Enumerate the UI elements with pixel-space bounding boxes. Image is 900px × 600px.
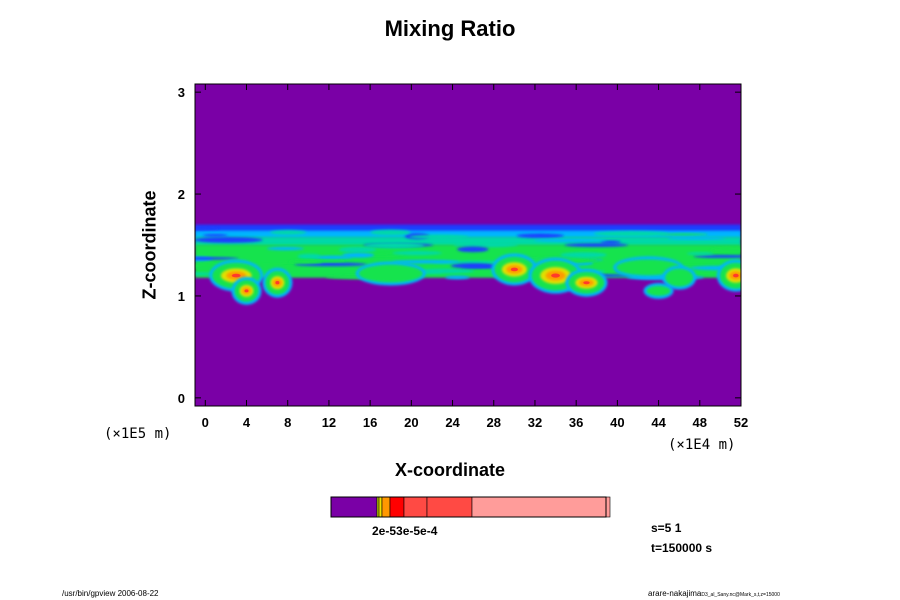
chart-title: Mixing Ratio [384,16,516,41]
x-tick-label: 16 [363,415,377,430]
footer-left: /usr/bin/gpview 2006-08-22 [62,589,159,598]
x-tick-label: 32 [528,415,542,430]
layer-streak [450,263,493,269]
plot-frame [194,83,742,407]
layer-streak [600,240,621,244]
lobe-core-max [551,273,560,278]
x-tick-label: 48 [693,415,707,430]
colorbar-segment [403,496,428,518]
x-tick-label: 40 [610,415,624,430]
x-ticks: 0 4 8 12 16 20 24 28 32 36 40 44 48 52 [202,84,748,430]
footer-right: arare-nakajimaD3_al_Sany.nc@Mark_s,t,z=1… [648,589,780,598]
layer-streak [392,259,459,264]
lobe [665,268,694,287]
colorbar-segment [378,496,383,518]
lobe-core-max [275,281,280,285]
colorbar-frame [330,496,607,518]
layer-streak [686,252,715,256]
y-ticks: 0 1 2 3 [178,85,741,406]
layer-streak [564,243,629,247]
lobe-core-max [244,289,249,293]
mixing-ratio-field [195,224,741,305]
layer-streak [593,231,669,237]
layer-streak [409,234,469,239]
layer-streak [560,252,607,258]
y-tick-label: 0 [178,391,185,406]
x-tick-label: 24 [445,415,460,430]
y-tick-label: 2 [178,187,185,202]
layer-streak [364,242,425,249]
layer-streak [195,227,220,231]
x-tick-label: 12 [322,415,336,430]
x-tick-label: 20 [404,415,418,430]
colorbar-labels: 2e-53e-5e-4 [372,524,438,538]
layer-streak [533,238,607,242]
layer-streak [392,250,443,256]
layer-streak [667,237,726,240]
lobe-core-max [231,273,241,278]
layer-streak [297,253,321,259]
colorbar-segment [381,496,391,518]
layer-streak [709,247,741,254]
layer-streak [658,233,708,236]
x-tick-label: 52 [734,415,748,430]
colorbar [330,496,611,518]
layer-streak [269,230,307,235]
layer-streak [693,254,741,258]
y-tick-label: 3 [178,85,185,100]
x-tick-label: 0 [202,415,209,430]
layer-streak [457,246,489,253]
footer-user: arare-nakajima [648,589,702,598]
layer-streak [516,233,564,238]
lobe [646,285,671,296]
colorbar-segment [389,496,405,518]
x-tick-label: 4 [243,415,251,430]
x-tick-label: 44 [651,415,666,430]
layer-streak [195,272,214,276]
x-tick-label: 8 [284,415,291,430]
layer-streak [338,246,377,253]
x-axis-label: X-coordinate [394,460,505,480]
layer-band [195,230,741,239]
step-label: s=5 1 [651,521,682,535]
lobe-core-max [510,267,518,272]
lobe-core-max [733,273,739,278]
colorbar-segment [330,496,378,518]
layer-streak [342,252,375,258]
layer-streak [453,242,519,248]
layer-band [195,236,741,247]
x-tick-label: 36 [569,415,583,430]
layer-streak [195,256,239,260]
time-label: t=150000 s [651,541,713,555]
y-tick-label: 1 [178,289,185,304]
layer-streak [266,246,304,251]
layer-streak [202,234,228,237]
layer-streak [370,229,411,236]
layer-streak [311,255,353,260]
colorbar-segment [426,496,473,518]
x-axis-multiplier: (×1E4 m) [668,437,736,453]
layer-streak [445,275,470,280]
footer-file: D3_al_Sany.nc@Mark_s,t,z=15000 [701,592,780,598]
x-tick-label: 28 [487,415,501,430]
layer-top-band [195,224,741,235]
colorbar-segment [471,496,611,518]
y-axis-multiplier: (×1E5 m) [104,426,172,442]
lobe [616,259,681,276]
lobe-core-max [583,281,590,285]
lobe [358,264,423,283]
layer-streak [288,259,323,264]
layer-streak [195,236,263,243]
